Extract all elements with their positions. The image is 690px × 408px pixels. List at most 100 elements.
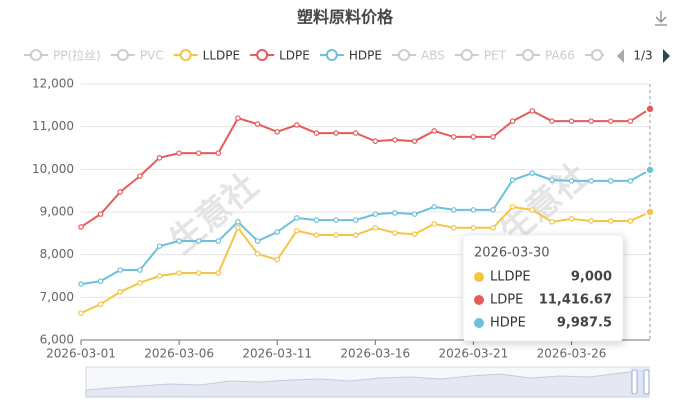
- tooltip-marker: [474, 318, 484, 328]
- data-point: [411, 138, 418, 144]
- legend-label: PVC: [140, 49, 164, 63]
- x-tick-label: 2026-03-01: [46, 347, 116, 361]
- tooltip: 2026-03-30 LLDPE 9,000 LDPE 11,416.67 HDPE 9,9…: [462, 234, 624, 342]
- legend-item[interactable]: PET: [454, 49, 507, 63]
- download-glyph: [655, 11, 667, 26]
- data-point: [450, 207, 457, 213]
- data-point: [137, 267, 143, 273]
- data-point: [254, 251, 261, 257]
- legend-symbol: [179, 49, 192, 61]
- legend-item[interactable]: LLDPE: [173, 49, 240, 63]
- y-tick-label: 12,000: [32, 77, 74, 91]
- legend-symbol: [590, 49, 603, 61]
- download-icon[interactable]: [655, 11, 667, 26]
- data-point: [509, 177, 516, 183]
- legend-item[interactable]: LDPE: [250, 49, 310, 63]
- zoom-handle[interactable]: [631, 369, 638, 395]
- data-point: [568, 118, 575, 124]
- data-point: [137, 280, 143, 286]
- series-line: [80, 205, 651, 315]
- data-point: [294, 215, 300, 221]
- data-point: [529, 108, 536, 114]
- data-point: [313, 217, 320, 223]
- data-point: [529, 170, 536, 176]
- legend-label: LDPE: [279, 49, 310, 63]
- data-point: [431, 204, 437, 210]
- data-point: [117, 267, 124, 273]
- legend-item[interactable]: PVC: [110, 49, 164, 63]
- tooltip-series: HDPE: [490, 316, 526, 331]
- data-point: [274, 256, 281, 263]
- zoom-preview: [85, 369, 650, 398]
- data-point: [607, 218, 614, 224]
- data-point: [509, 118, 516, 124]
- legend-label: HDPE: [349, 49, 382, 63]
- tooltip-value: 9,000: [571, 270, 612, 285]
- data-point: [627, 178, 634, 184]
- data-point: [450, 134, 457, 140]
- zoom-handle[interactable]: [643, 369, 650, 395]
- data-point: [645, 165, 655, 175]
- data-point: [156, 243, 163, 249]
- data-point: [588, 218, 594, 224]
- data-point: [549, 219, 555, 225]
- data-point: [294, 122, 300, 128]
- legend-symbol: [256, 49, 269, 61]
- data-point: [588, 178, 594, 184]
- data-point: [372, 138, 379, 144]
- data-point: [294, 227, 300, 234]
- data-point: [176, 238, 182, 244]
- data-point: [78, 224, 84, 230]
- data-point: [352, 232, 359, 238]
- legend-label: LLDPE: [203, 49, 240, 63]
- data-point: [372, 211, 379, 217]
- data-point: [411, 211, 418, 217]
- data-point: [450, 224, 457, 231]
- y-tick-label: 7,000: [40, 290, 74, 304]
- data-point: [607, 178, 614, 184]
- data-point: [627, 218, 634, 224]
- legend-item[interactable]: PA66: [515, 49, 575, 63]
- x-tick-label: 2026-03-16: [340, 347, 410, 361]
- tooltip-series: LDPE: [490, 293, 523, 308]
- data-point: [195, 150, 202, 156]
- tooltip-title: 2026-03-30: [474, 246, 550, 261]
- series-line: [80, 168, 651, 286]
- legend-item[interactable]: HDPE: [319, 49, 382, 63]
- legend-item[interactable]: ABS: [391, 49, 445, 63]
- legend-item[interactable]: PP(拉丝): [24, 48, 101, 63]
- data-point: [431, 128, 437, 134]
- x-tick-label: 2026-03-11: [242, 347, 312, 361]
- tooltip-marker: [474, 295, 484, 305]
- legend-prev[interactable]: [617, 49, 624, 63]
- data-point: [215, 270, 222, 276]
- data-point: [392, 230, 398, 236]
- tooltip-box: [462, 234, 624, 342]
- data-point: [470, 207, 477, 213]
- legend-symbol: [397, 49, 410, 61]
- data-point: [529, 207, 536, 213]
- data-point: [313, 232, 320, 238]
- data-point: [254, 238, 261, 244]
- legend: PP(拉丝) PVC LLDPE LDPE HDPE ABS PET PA66 C: [24, 48, 622, 63]
- data-point: [645, 207, 655, 217]
- y-tick-label: 10,000: [32, 162, 74, 176]
- data-point: [411, 231, 418, 237]
- data-point: [254, 121, 261, 127]
- data-point: [352, 130, 359, 136]
- data-point: [215, 238, 222, 244]
- tooltip-value: 11,416.67: [539, 293, 612, 308]
- data-point: [509, 204, 516, 210]
- legend-next[interactable]: [663, 49, 670, 63]
- data-point: [568, 178, 575, 184]
- watermark: 生意社: [162, 166, 266, 262]
- data-point: [117, 288, 124, 295]
- tooltip-value: 9,987.5: [557, 316, 612, 331]
- data-point: [97, 278, 104, 284]
- data-zoom[interactable]: [85, 366, 650, 398]
- data-point: [431, 221, 437, 227]
- data-point: [156, 155, 163, 161]
- data-point: [549, 118, 555, 124]
- legend-item[interactable]: C: [584, 49, 622, 63]
